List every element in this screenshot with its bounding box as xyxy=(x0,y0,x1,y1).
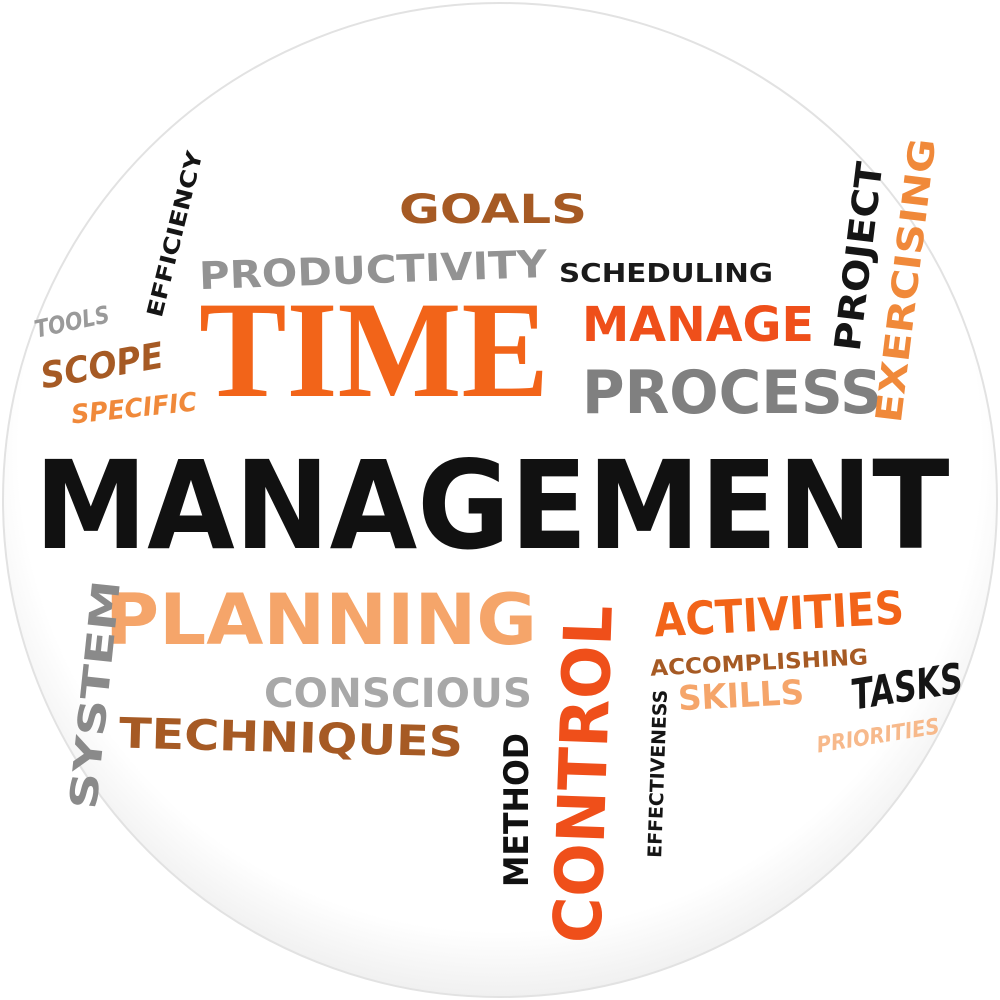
word-planning: PLANNING xyxy=(105,579,537,661)
word-goals: GOALS xyxy=(399,187,587,233)
word-management: MANAGEMENT xyxy=(35,435,950,577)
word-conscious: CONSCIOUS xyxy=(264,671,532,717)
word-skills: SKILLS xyxy=(677,673,805,720)
word-time: TIME xyxy=(199,273,549,426)
word-scheduling: SCHEDULING xyxy=(559,259,773,289)
word-activities: ACTIVITIES xyxy=(653,580,905,647)
word-manage: MANAGE xyxy=(582,297,814,353)
word-method: METHOD xyxy=(497,733,537,887)
word-techniques: TECHNIQUES xyxy=(118,709,463,767)
word-control: CONTROL xyxy=(539,604,628,944)
word-process: PROCESS xyxy=(582,358,882,428)
